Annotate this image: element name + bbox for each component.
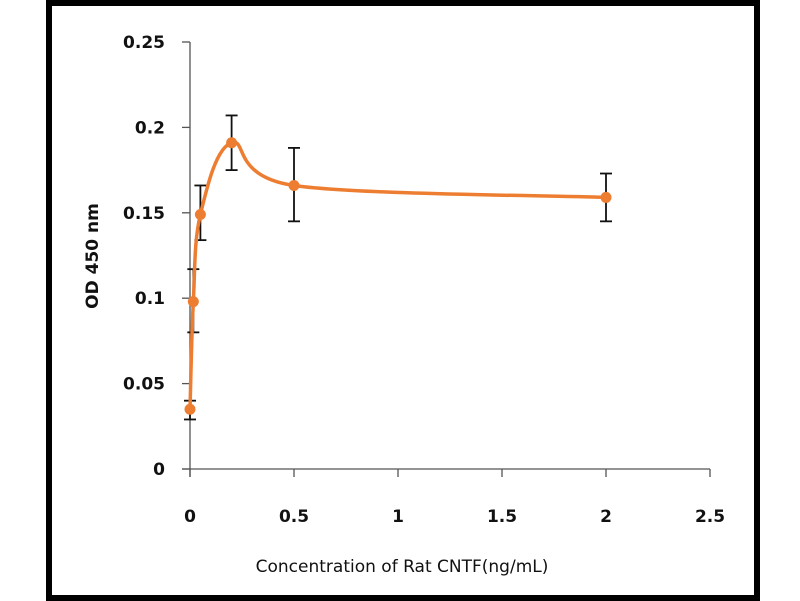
data-points (184, 137, 612, 415)
y-tick-label: 0.15 (123, 204, 165, 224)
x-tick-label: 1.5 (487, 507, 517, 527)
y-axis-title: OD 450 nm (83, 203, 103, 309)
y-tick-labels: 0 0.05 0.1 0.15 0.2 0.25 (123, 33, 165, 480)
figure-frame (46, 0, 760, 601)
x-axis-title: Concentration of Rat CNTF(ng/mL) (256, 557, 549, 577)
y-tick-label: 0.2 (135, 118, 165, 138)
y-tick-label: 0.25 (123, 33, 165, 53)
data-point (184, 403, 196, 415)
axes (182, 41, 711, 477)
y-tick-label: 0.1 (135, 289, 165, 309)
y-tick-label: 0.05 (123, 375, 165, 395)
y-tick-label: 0 (153, 460, 165, 480)
data-point (187, 296, 199, 308)
x-tick-label: 2 (600, 507, 612, 527)
x-tick-label: 1 (392, 507, 404, 527)
data-point (226, 137, 238, 149)
x-tick-labels: 0 0.5 1 1.5 2 2.5 (184, 507, 725, 527)
x-tick-label: 0.5 (279, 507, 309, 527)
x-tick-label: 0 (184, 507, 196, 527)
data-point (194, 209, 206, 221)
series-line (188, 140, 607, 410)
x-tick-label: 2.5 (695, 507, 725, 527)
data-point (600, 191, 612, 203)
data-point (288, 179, 300, 191)
